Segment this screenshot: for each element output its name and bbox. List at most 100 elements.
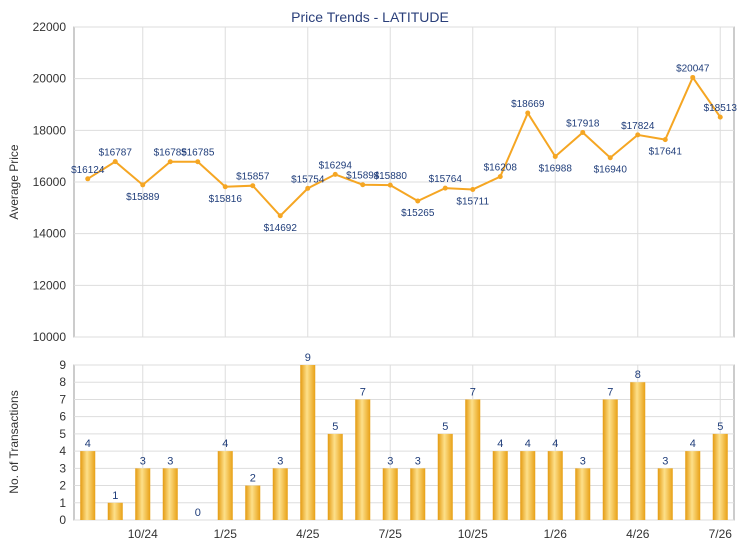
- transaction-data-label: 7: [607, 386, 613, 398]
- transactions-y-axis-label: No. of Transactions: [7, 390, 21, 493]
- x-tick-label: 4/26: [626, 527, 650, 541]
- transaction-bar: [80, 451, 96, 520]
- price-point: [360, 182, 366, 188]
- price-point: [250, 183, 256, 189]
- price-data-label: $16988: [539, 163, 573, 174]
- price-point: [112, 159, 118, 165]
- transaction-bar: [575, 468, 591, 520]
- price-data-label: $17824: [621, 121, 655, 132]
- price-point: [635, 132, 641, 138]
- transaction-data-label: 4: [85, 438, 91, 450]
- price-data-label: $15889: [126, 192, 160, 203]
- transactions-y-axis: 0 1 2 3 4 5 6 7 8 9: [59, 358, 66, 527]
- transaction-data-label: 3: [387, 455, 393, 467]
- x-tick-label: 7/25: [379, 527, 403, 541]
- price-point: [470, 186, 476, 192]
- transaction-data-label: 4: [552, 438, 558, 450]
- price-point: [85, 176, 91, 182]
- price-point: [387, 182, 393, 188]
- price-y-axis: 10000 12000 14000 16000 18000 20000 22000: [33, 20, 67, 344]
- price-point: [525, 110, 531, 116]
- transaction-bar: [245, 485, 261, 520]
- price-point: [497, 174, 503, 180]
- transaction-data-label: 8: [635, 369, 641, 381]
- x-tick-label: 10/24: [128, 527, 158, 541]
- transaction-data-label: 4: [690, 438, 696, 450]
- price-data-label: $15894: [346, 171, 380, 182]
- transaction-data-label: 1: [112, 490, 118, 502]
- x-tick-label: 4/25: [296, 527, 320, 541]
- price-data-label: $20047: [676, 63, 710, 74]
- price-point: [442, 185, 448, 191]
- transaction-bar: [382, 468, 398, 520]
- price-data-label: $16787: [99, 148, 133, 159]
- transaction-bar: [300, 365, 316, 520]
- price-point: [580, 129, 586, 135]
- transaction-bar: [547, 451, 563, 520]
- price-y-tick-label: 20000: [33, 72, 67, 86]
- transactions-plot-area: [73, 364, 735, 521]
- transactions-y-tick-label: 0: [59, 513, 66, 527]
- transactions-y-tick-label: 5: [59, 427, 66, 441]
- transaction-bar: [217, 451, 233, 520]
- price-data-label: $15265: [401, 208, 435, 219]
- x-tick-label: 7/26: [709, 527, 733, 541]
- transaction-bar: [327, 433, 343, 520]
- transaction-data-label: 3: [415, 455, 421, 467]
- transaction-data-label: 7: [470, 386, 476, 398]
- transaction-bar: [520, 451, 536, 520]
- price-data-label: $14692: [264, 223, 298, 234]
- price-panel: 10000 12000 14000 16000 18000 20000 22000 Aver…: [7, 20, 737, 344]
- price-data-label: $15857: [236, 172, 270, 183]
- transaction-bar: [712, 433, 728, 520]
- price-gridlines: [74, 26, 734, 338]
- price-data-label: $18513: [704, 103, 738, 114]
- price-data-label: $15754: [291, 174, 325, 185]
- transaction-data-label: 7: [360, 386, 366, 398]
- transaction-data-label: 3: [167, 455, 173, 467]
- price-point: [552, 153, 558, 159]
- transaction-bar: [272, 468, 288, 520]
- transaction-data-label: 3: [662, 455, 668, 467]
- transaction-bars: [80, 365, 728, 520]
- transaction-data-label: 5: [442, 421, 448, 433]
- transactions-y-tick-label: 6: [59, 410, 66, 424]
- transactions-y-tick-label: 1: [59, 496, 66, 510]
- transaction-bar: [437, 433, 453, 520]
- price-data-label: $17641: [649, 147, 683, 158]
- transaction-bar: [685, 451, 701, 520]
- transaction-data-label: 2: [250, 473, 256, 485]
- price-point: [717, 114, 723, 120]
- transaction-data-label: 9: [305, 352, 311, 364]
- transactions-y-tick-label: 3: [59, 461, 66, 475]
- transaction-data-label: 3: [580, 455, 586, 467]
- price-y-tick-label: 14000: [33, 227, 67, 241]
- transaction-bar: [410, 468, 426, 520]
- price-data-label: $16785: [154, 148, 188, 159]
- price-data-label: $15880: [374, 171, 408, 182]
- transactions-y-tick-label: 4: [59, 444, 66, 458]
- price-point: [607, 155, 613, 161]
- price-data-label: $15764: [429, 174, 463, 185]
- transaction-data-labels: 4 1 3 3 0 4 2 3 9 5 7 3 3 5 7 4 4 4 3 7 8 3 4 5: [85, 352, 724, 519]
- price-point: [167, 159, 173, 165]
- chart-title: Price Trends - LATITUDE: [291, 9, 449, 25]
- price-data-label: $15711: [456, 196, 489, 207]
- transaction-bar: [657, 468, 673, 520]
- price-point: [305, 185, 311, 191]
- price-point: [277, 213, 283, 219]
- transaction-bar: [355, 399, 371, 520]
- transaction-data-label: 4: [525, 438, 531, 450]
- transactions-y-tick-label: 8: [59, 375, 66, 389]
- transaction-bar: [630, 382, 646, 520]
- transaction-data-label: 4: [222, 438, 228, 450]
- price-y-tick-label: 12000: [33, 278, 67, 292]
- price-data-label: $16294: [319, 160, 353, 171]
- transactions-y-tick-label: 9: [59, 358, 66, 372]
- transactions-panel: 0 1 2 3 4 5 6 7 8 9 No. of Transactions 4 1 3 3 0 4 2 3 9…: [7, 352, 735, 541]
- price-point: [415, 198, 421, 204]
- price-data-labels: $16124 $16787 $15889 $16785$16785 $15816 $158…: [71, 63, 737, 233]
- price-y-tick-label: 16000: [33, 175, 67, 189]
- transaction-data-label: 5: [332, 421, 338, 433]
